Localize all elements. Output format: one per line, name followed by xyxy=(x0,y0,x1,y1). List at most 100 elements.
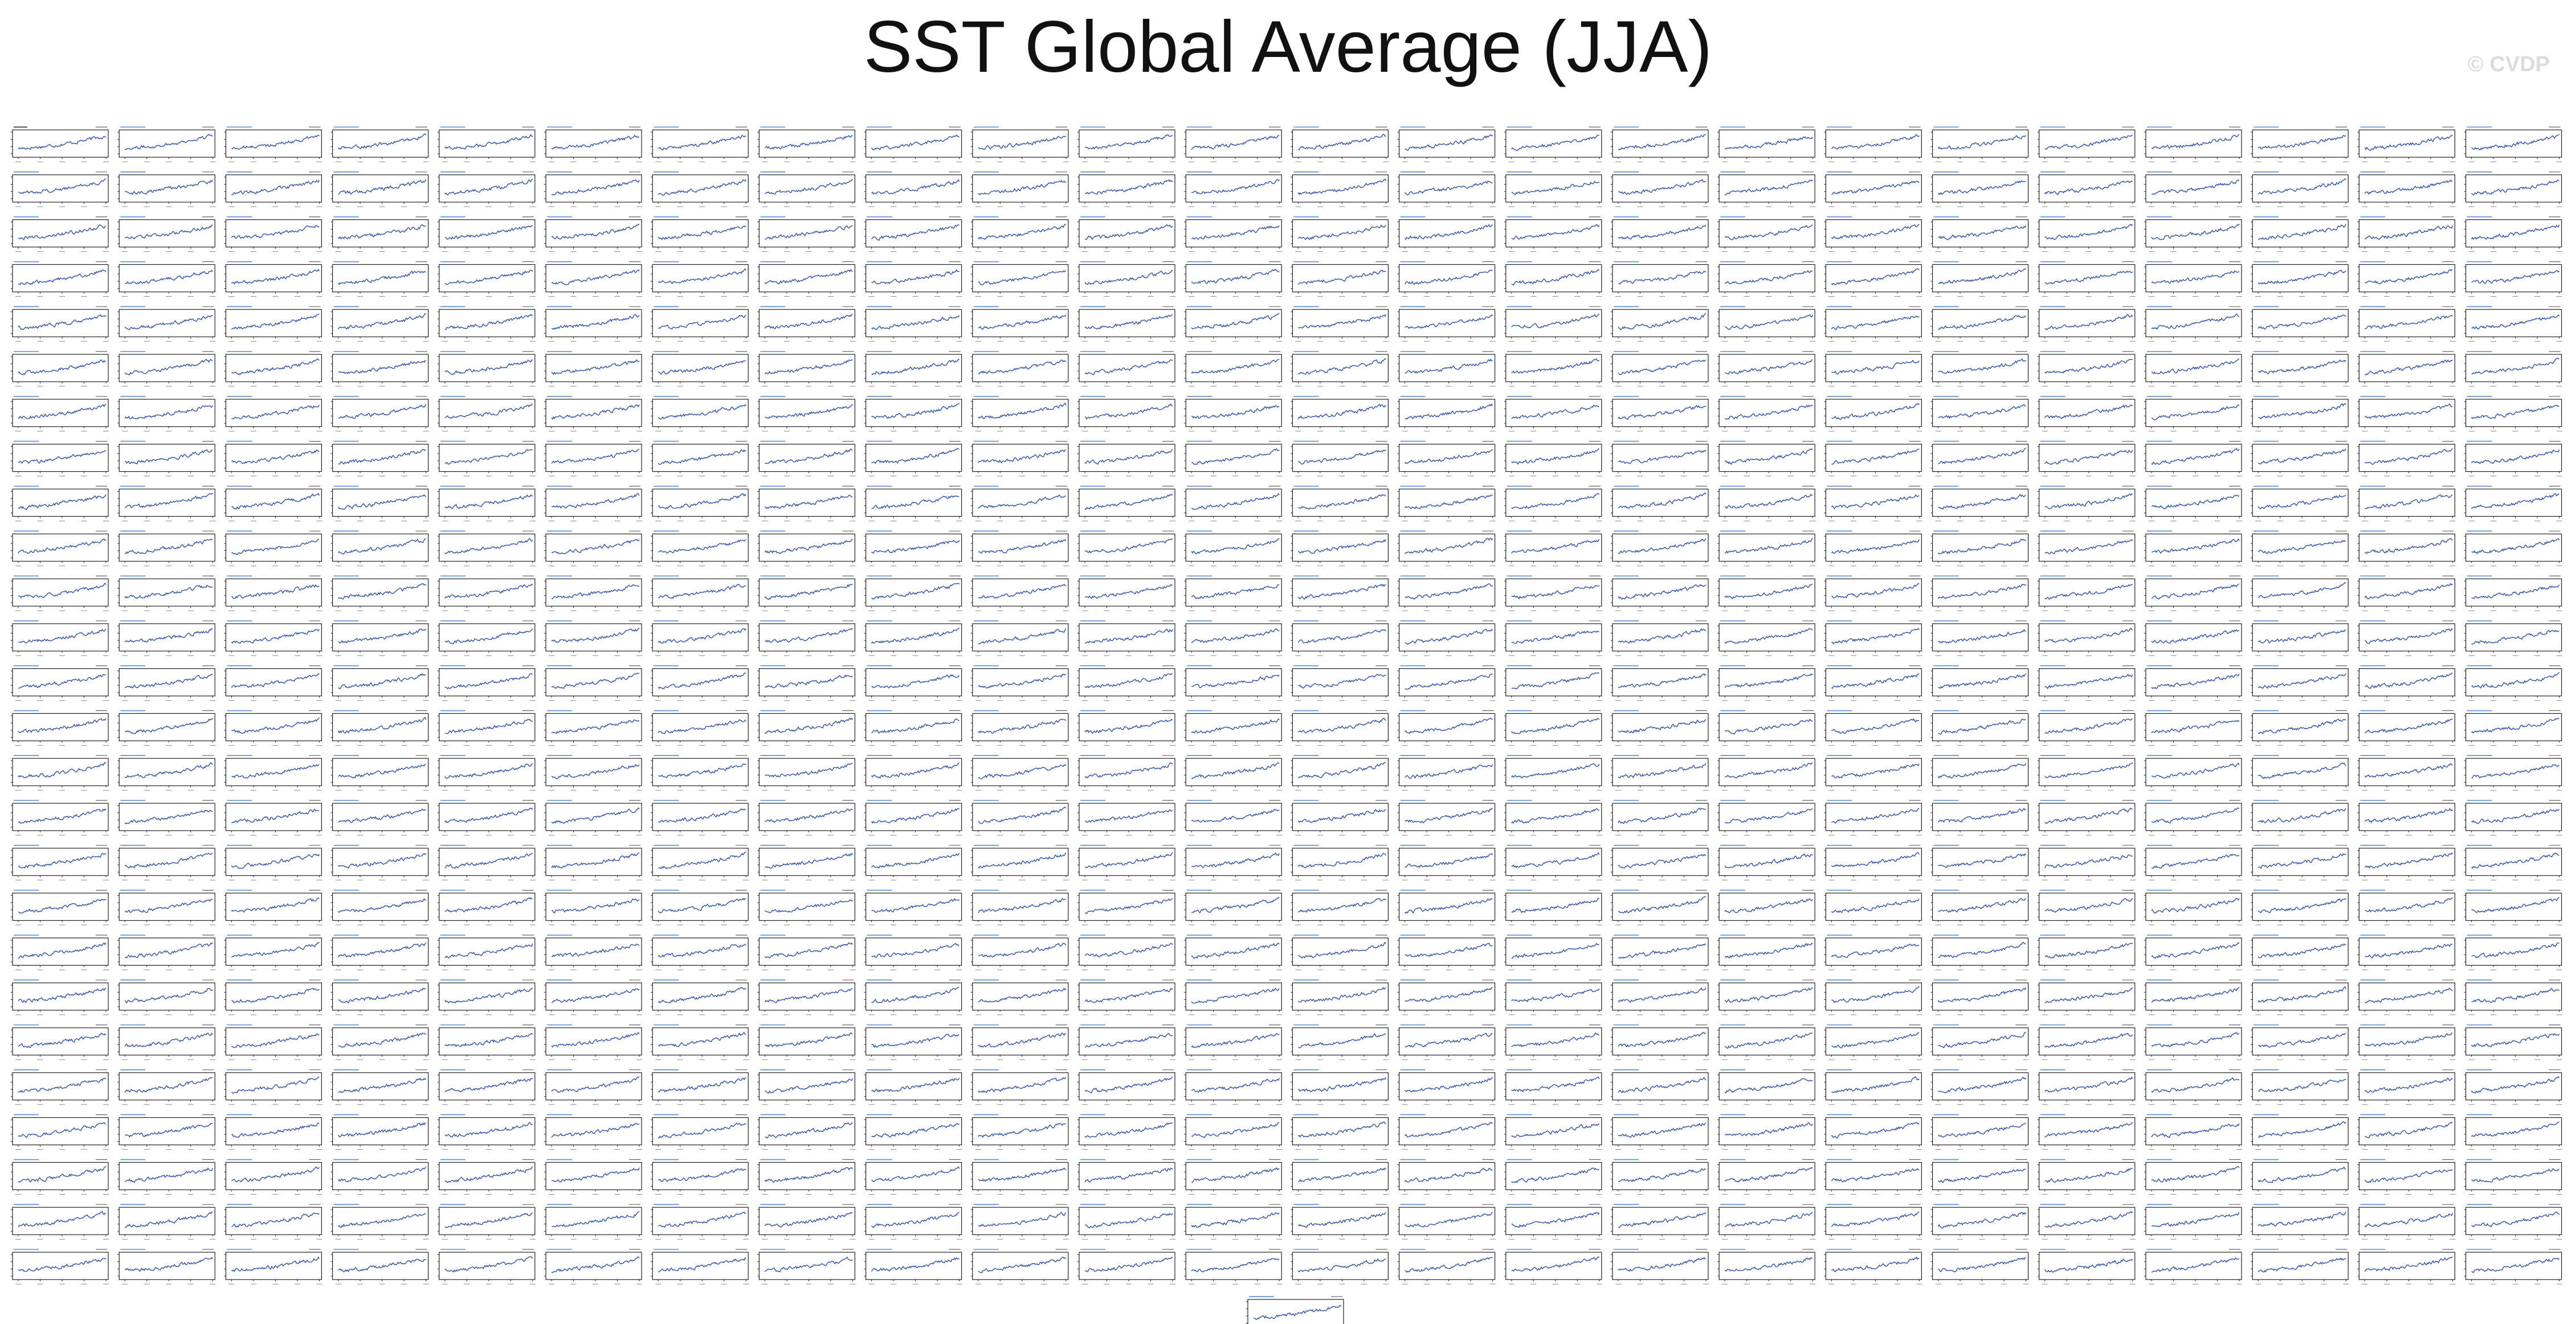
panel-frame xyxy=(439,533,536,562)
panel-frame xyxy=(1399,533,1496,562)
panel xyxy=(1397,395,1496,432)
panel xyxy=(2144,530,2242,566)
series-line xyxy=(1297,539,1387,554)
panel-frame xyxy=(119,354,215,382)
panel xyxy=(1077,440,1175,477)
series-line xyxy=(658,225,746,240)
series-line xyxy=(1618,492,1707,509)
panel xyxy=(1291,216,1389,252)
series-line xyxy=(551,493,640,509)
series-line xyxy=(2471,538,2560,554)
panel xyxy=(1077,216,1175,252)
series-line xyxy=(2364,403,2453,419)
panel-frame xyxy=(1079,174,1175,203)
panel xyxy=(1397,485,1496,521)
series-line xyxy=(231,358,320,375)
panel-frame xyxy=(2039,443,2136,472)
series-line xyxy=(2364,179,2453,195)
series-line xyxy=(1511,181,1599,195)
series-line xyxy=(2151,223,2240,240)
panel-frame xyxy=(2039,309,2136,337)
series-line xyxy=(1297,449,1386,465)
panel-frame xyxy=(1399,354,1496,382)
series-line xyxy=(551,584,640,599)
panel xyxy=(651,216,749,252)
series-line xyxy=(1405,180,1493,195)
panel xyxy=(1077,530,1175,566)
panel xyxy=(1930,575,2029,611)
panel xyxy=(757,261,856,297)
panel-frame xyxy=(1399,399,1496,427)
panel xyxy=(224,216,322,252)
panel xyxy=(757,395,856,432)
series-line xyxy=(1084,584,1173,599)
panel xyxy=(1717,216,1816,252)
panel xyxy=(1184,261,1283,297)
panel xyxy=(1291,126,1389,162)
series-line xyxy=(871,540,960,554)
series-line xyxy=(1191,493,1280,510)
panel-frame xyxy=(12,578,109,607)
panel-frame xyxy=(2358,443,2455,472)
panel xyxy=(2357,306,2456,342)
panel-frame xyxy=(1932,174,2029,203)
series-line xyxy=(2471,493,2559,509)
panel xyxy=(224,440,322,477)
series-line xyxy=(765,178,853,195)
series-line xyxy=(231,134,320,150)
series-line xyxy=(978,270,1067,285)
panel xyxy=(437,351,536,387)
series-line xyxy=(124,585,213,599)
panel xyxy=(2037,306,2136,342)
panel-frame xyxy=(332,264,429,292)
panel xyxy=(11,575,109,611)
panel-frame xyxy=(652,264,749,292)
series-line xyxy=(18,314,107,330)
panel xyxy=(1611,575,1709,611)
panel xyxy=(224,485,322,521)
series-line xyxy=(2151,495,2240,509)
panel xyxy=(1504,261,1602,297)
panel xyxy=(864,440,962,477)
panel-frame xyxy=(758,488,856,517)
series-line xyxy=(124,314,213,330)
panel-frame xyxy=(2465,219,2562,248)
series-line xyxy=(1511,313,1600,329)
panel xyxy=(2251,171,2349,207)
panel xyxy=(970,171,1069,207)
series-line xyxy=(871,402,960,419)
panel xyxy=(1504,395,1602,432)
series-line xyxy=(2257,540,2346,554)
panel-frame xyxy=(2039,488,2136,517)
series-line xyxy=(18,136,107,150)
panel xyxy=(2464,306,2562,342)
series-line xyxy=(871,582,960,600)
panel xyxy=(2464,351,2562,387)
series-line xyxy=(978,583,1066,599)
panel xyxy=(651,395,749,432)
series-line xyxy=(444,583,533,599)
series-line xyxy=(1938,180,2026,195)
panel xyxy=(1184,530,1283,566)
series-line xyxy=(871,448,960,464)
panel xyxy=(1291,485,1389,521)
series-line xyxy=(231,404,320,420)
panel xyxy=(1930,261,2029,297)
series-line xyxy=(338,360,426,374)
panel-frame xyxy=(1825,264,1922,292)
panel-frame xyxy=(1399,174,1496,203)
panel xyxy=(437,171,536,207)
series-line xyxy=(1831,359,1920,375)
panel xyxy=(1717,351,1816,387)
series-line xyxy=(1938,493,2026,510)
series-line xyxy=(1724,224,1813,240)
panel-frame xyxy=(225,354,322,382)
panel-frame xyxy=(1292,578,1389,607)
panel-frame xyxy=(972,443,1069,472)
series-line xyxy=(1724,404,1813,420)
panel xyxy=(544,485,642,521)
panel-frame xyxy=(865,533,962,562)
panel-frame xyxy=(1399,129,1496,158)
panel-frame xyxy=(225,443,322,472)
panel-frame xyxy=(2465,264,2562,292)
